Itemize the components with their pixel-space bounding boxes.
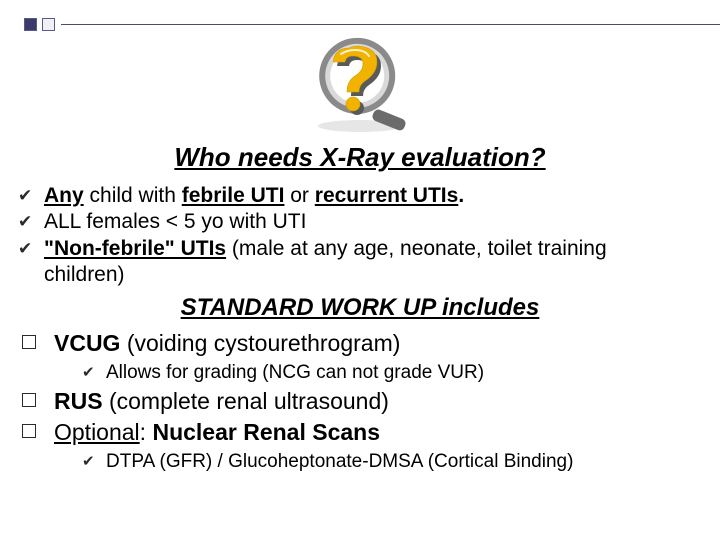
slide-subtitle: STANDARD WORK UP includes — [60, 294, 660, 322]
sub-list: Allows for grading (NCG can not grade VU… — [60, 361, 660, 386]
slide-content: Who needs X-Ray evaluation? Any child wi… — [60, 142, 660, 481]
criteria-list: Any child with febrile UTI or recurrent … — [60, 183, 660, 288]
list-item: "Non-febrile" UTIs (male at any age, neo… — [40, 236, 660, 289]
sub-list-item: Allows for grading (NCG can not grade VU… — [106, 361, 660, 386]
list-item: Optional: Nuclear Renal Scans — [46, 417, 660, 448]
deco-square-dark — [24, 18, 37, 31]
list-item: ALL females < 5 yo with UTI — [40, 209, 660, 235]
list-item: VCUG (voiding cystourethrogram) — [46, 328, 660, 359]
sub-list: DTPA (GFR) / Glucoheptonate-DMSA (Cortic… — [60, 450, 660, 475]
workup-list: VCUG (voiding cystourethrogram)Allows fo… — [60, 328, 660, 475]
corner-decoration — [24, 18, 60, 31]
deco-square-light — [42, 18, 55, 31]
question-mark-icon — [285, 22, 435, 137]
sub-list-item: DTPA (GFR) / Glucoheptonate-DMSA (Cortic… — [106, 450, 660, 475]
list-item: RUS (complete renal ultrasound) — [46, 386, 660, 417]
list-item: Any child with febrile UTI or recurrent … — [40, 183, 660, 209]
slide-title: Who needs X-Ray evaluation? — [60, 142, 660, 173]
